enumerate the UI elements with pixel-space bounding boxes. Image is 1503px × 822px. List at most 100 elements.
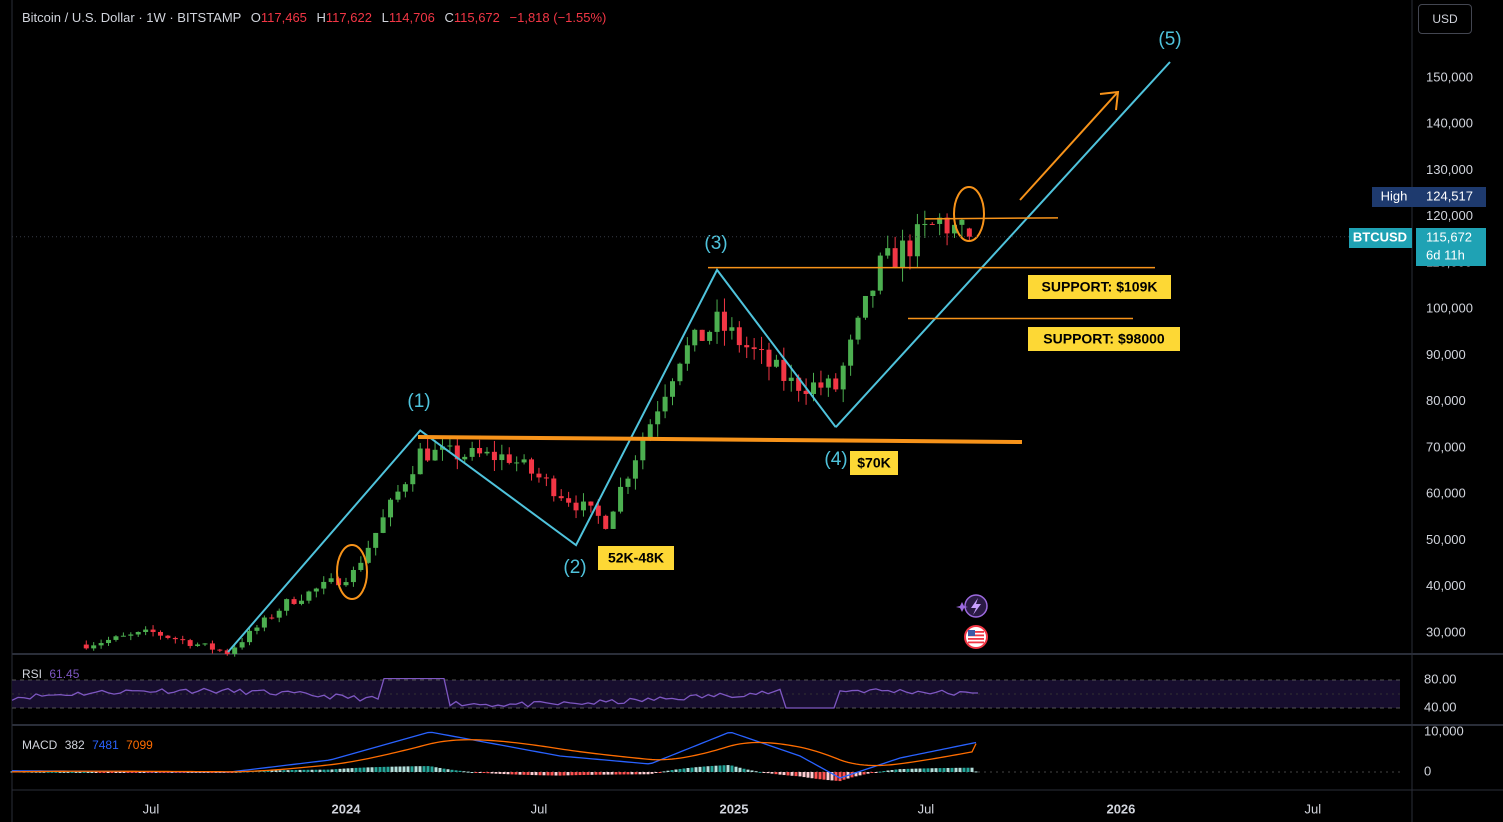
candle-body [202,643,208,645]
candle-body [625,478,631,487]
macd-histogram-bar [934,768,938,772]
macd-histogram-bar [134,772,138,773]
macd-histogram-bar [822,772,826,780]
flag-icon-circle [964,625,988,649]
macd-histogram-bar [478,772,482,773]
macd-histogram-bar [230,772,234,773]
elliott-wave-line [227,268,837,653]
macd-histogram-bar [290,770,294,772]
time-tick-label: 2024 [332,801,362,816]
macd-histogram-bar [418,766,422,772]
macd-histogram-bar [506,772,510,775]
macd-histogram-bar [894,769,898,772]
macd-histogram-bar [626,772,630,775]
macd-histogram-bar [94,772,98,773]
macd-histogram-bar [502,772,506,775]
candle-body [721,311,727,331]
macd-histogram-bar [510,772,514,775]
annotation-label-box [598,546,674,570]
macd-histogram-bar [374,767,378,772]
candle-body [521,459,527,463]
candle-body [91,645,97,649]
macd-histogram-bar [662,771,666,773]
candle-body [499,454,505,461]
macd-histogram-bar [182,772,186,773]
macd-histogram-bar [458,770,462,772]
macd-histogram-bar [578,772,582,776]
macd-histogram-bar [802,772,806,778]
price-tick-label: 40,000 [1426,578,1466,593]
macd-histogram-bar [602,772,606,775]
candle-body [759,349,765,351]
event-icons[interactable] [956,594,988,649]
flag-stripe [968,638,984,640]
macd-histogram-bar [706,766,710,772]
candle-body [150,629,156,632]
macd-histogram-bar [694,767,698,772]
macd-histogram-bar [322,769,326,772]
macd-histogram-bar [38,771,42,773]
macd-histogram-bar [758,771,762,773]
macd-histogram-bar [746,769,750,772]
macd-histogram-bar [794,772,798,777]
resistance-line [924,217,1059,220]
macd-histogram-bar [718,765,722,772]
candle-body [684,345,690,364]
macd-histogram-bar [646,772,650,775]
macd-histogram-bar [854,772,858,777]
candle-body [825,378,831,388]
candle-body [655,411,661,425]
rsi-legend: RSI 61.45 [22,667,79,681]
macd-histogram-bar [686,768,690,772]
macd-histogram-bar [558,772,562,776]
candle-body [432,449,438,461]
macd-histogram-bar [614,772,618,775]
macd-histogram-bar [750,770,754,772]
macd-histogram-bar [914,768,918,772]
macd-histogram-bar [178,772,182,773]
candle-body [610,511,616,529]
macd-histogram-bar [786,772,790,776]
currency-button[interactable]: USD [1418,4,1472,34]
candle-body [558,496,564,499]
macd-histogram-bar [770,772,774,774]
macd-histogram-bar [674,769,678,772]
macd-histogram-bar [638,772,642,775]
price-tick-label: 140,000 [1426,116,1473,131]
candle-body [321,581,327,589]
macd-histogram-bar [702,766,706,772]
macd-histogram-bar [382,766,386,772]
macd-histogram-bar [466,771,470,773]
macd-histogram-bar [538,772,542,776]
candle-body [959,219,965,225]
candle-body [714,311,720,332]
macd-histogram-bar [434,767,438,772]
candle-body [900,240,906,268]
macd-histogram-bar [302,769,306,772]
price-tick-label: 130,000 [1426,162,1473,177]
candle-body [707,331,713,341]
macd-histogram-bar [330,769,334,772]
macd-histogram-bar [726,765,730,772]
macd-histogram-bar [582,772,586,775]
macd-histogram-bar [550,772,554,776]
candle-body [469,447,475,457]
macd-histogram-bar [570,772,574,776]
macd-histogram-bar [842,772,846,780]
macd-histogram-bar [630,772,634,775]
macd-histogram-bar [534,772,538,776]
candle-body [477,447,483,454]
candle-body [573,502,579,511]
macd-histogram-bar [402,766,406,772]
open-value: 117,465 [260,10,307,25]
candle-body [937,217,943,224]
macd-histogram-bar [362,767,366,772]
macd-histogram-bar [562,772,566,776]
candle-body [128,634,134,636]
macd-histogram-bar [598,772,602,775]
candle-body [848,339,854,366]
macd-histogram-bar [78,771,82,773]
macd-histogram-bar [754,771,758,773]
wave-5-projection-line [835,61,1171,428]
